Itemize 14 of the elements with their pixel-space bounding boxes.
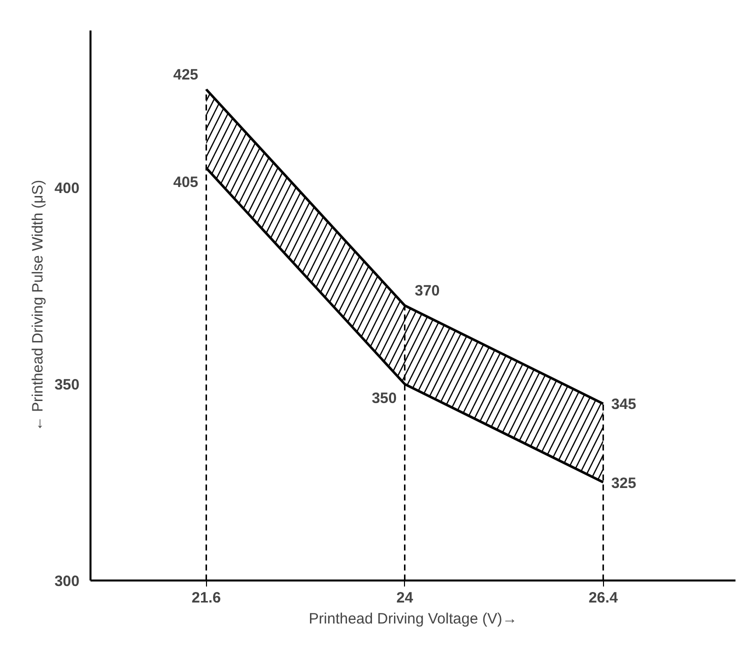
data-label: 325	[611, 474, 636, 492]
data-label: 350	[372, 390, 397, 408]
y-tick-label: 350	[54, 376, 80, 394]
x-tick-label: 24	[396, 590, 414, 606]
data-label: 370	[414, 282, 440, 300]
data-label: 345	[611, 396, 636, 414]
data-label: 405	[173, 174, 198, 191]
y-tick-label: 400	[54, 180, 80, 198]
x-tick-label: 21.6	[192, 590, 221, 606]
x-tick-label: 26.4	[588, 590, 618, 606]
y-tick-label: 300	[54, 573, 80, 590]
y-axis-title: ← Printhead Driving Pulse Width (μS)	[29, 180, 46, 432]
data-label: 425	[173, 66, 198, 84]
x-axis-title: Printhead Driving Voltage (V)→	[308, 610, 518, 628]
